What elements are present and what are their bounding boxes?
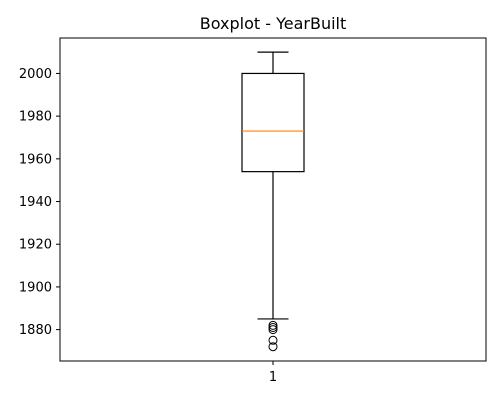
plot-frame [59, 37, 487, 362]
outlier-point [268, 335, 278, 345]
x-tick-label: 1 [269, 370, 277, 385]
chart-title: Boxplot - YearBuilt [200, 14, 347, 33]
outlier-point [268, 325, 278, 335]
y-tick-label: 2000 [19, 67, 52, 82]
y-tick-label: 1960 [19, 152, 52, 167]
y-tick-label: 1980 [19, 110, 52, 125]
outlier-point [268, 320, 278, 330]
y-tick-label: 1900 [19, 280, 52, 295]
outlier-point [268, 322, 278, 332]
outlier-point [268, 342, 278, 352]
y-tick-label: 1940 [19, 195, 52, 210]
y-tick-label: 1920 [19, 238, 52, 253]
y-tick-label: 1880 [19, 323, 52, 338]
box [241, 72, 305, 173]
